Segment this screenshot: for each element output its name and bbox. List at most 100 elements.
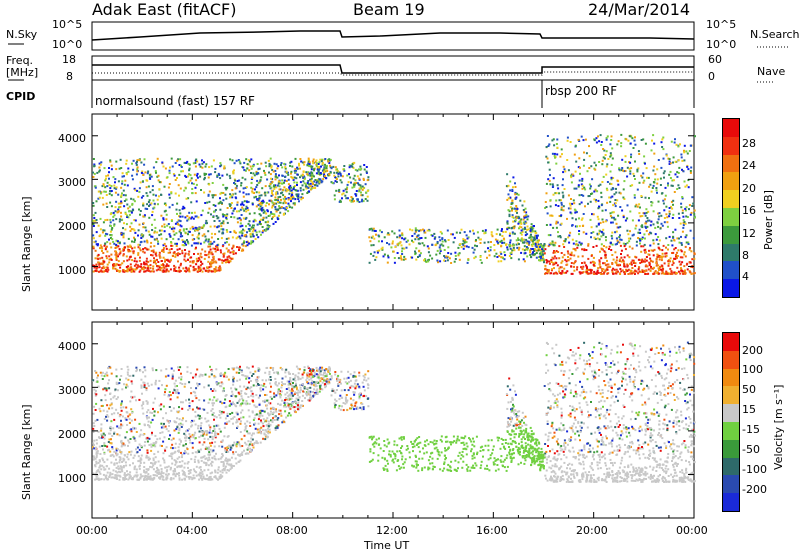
radar-return-cell bbox=[547, 178, 550, 181]
radar-return-cell bbox=[681, 471, 684, 474]
radar-return-cell bbox=[218, 265, 221, 268]
radar-return-cell bbox=[285, 180, 288, 182]
radar-return-cell bbox=[661, 249, 664, 252]
radar-return-cell bbox=[177, 238, 180, 241]
radar-return-cell bbox=[99, 453, 102, 455]
radar-return-cell bbox=[154, 259, 157, 262]
radar-return-cell bbox=[558, 257, 561, 260]
radar-return-cell bbox=[631, 137, 634, 140]
radar-return-cell bbox=[204, 269, 207, 272]
radar-return-cell bbox=[277, 402, 279, 405]
radar-return-cell bbox=[630, 153, 633, 156]
radar-return-cell bbox=[100, 433, 103, 436]
radar-return-cell bbox=[213, 269, 216, 272]
radar-return-cell bbox=[117, 180, 120, 183]
radar-return-cell bbox=[556, 138, 559, 141]
radar-return-cell bbox=[616, 264, 618, 267]
radar-return-cell bbox=[146, 248, 149, 251]
radar-return-cell bbox=[258, 197, 261, 200]
radar-return-cell bbox=[617, 214, 620, 217]
radar-return-cell bbox=[671, 383, 674, 386]
radar-return-cell bbox=[290, 392, 293, 395]
radar-return-cell bbox=[414, 252, 417, 255]
radar-return-cell bbox=[634, 136, 636, 139]
radar-return-cell bbox=[691, 258, 694, 261]
radar-return-cell bbox=[182, 205, 185, 208]
radar-return-cell bbox=[638, 212, 641, 215]
radar-return-cell bbox=[242, 244, 245, 247]
radar-return-cell bbox=[266, 399, 269, 402]
radar-return-cell bbox=[221, 222, 224, 225]
radar-return-cell bbox=[663, 477, 666, 480]
radar-return-cell bbox=[278, 185, 281, 188]
radar-return-cell bbox=[450, 262, 453, 264]
radar-return-cell bbox=[674, 480, 677, 483]
radar-return-cell bbox=[229, 205, 232, 207]
radar-return-cell bbox=[204, 239, 207, 242]
radar-return-cell bbox=[426, 259, 429, 262]
radar-return-cell bbox=[619, 273, 622, 275]
radar-return-cell bbox=[523, 222, 526, 225]
radar-return-cell bbox=[280, 162, 283, 165]
radar-return-cell bbox=[604, 220, 607, 223]
radar-return-cell bbox=[155, 269, 158, 272]
radar-return-cell bbox=[194, 165, 197, 168]
radar-return-cell bbox=[652, 223, 655, 226]
radar-return-cell bbox=[203, 178, 206, 181]
radar-return-cell bbox=[571, 224, 573, 227]
radar-return-cell bbox=[575, 160, 578, 163]
radar-return-cell bbox=[443, 249, 446, 251]
radar-return-cell bbox=[282, 419, 285, 422]
radar-return-cell bbox=[631, 247, 634, 250]
radar-return-cell bbox=[228, 420, 231, 423]
radar-return-cell bbox=[693, 356, 696, 359]
radar-return-cell bbox=[187, 175, 189, 178]
radar-return-cell bbox=[679, 272, 682, 275]
radar-return-cell bbox=[398, 242, 401, 245]
radar-return-cell bbox=[549, 174, 551, 177]
radar-return-cell bbox=[553, 244, 556, 247]
radar-return-cell bbox=[577, 166, 580, 169]
radar-return-cell bbox=[113, 187, 116, 190]
radar-return-cell bbox=[602, 272, 605, 275]
radar-return-cell bbox=[231, 193, 234, 196]
radar-return-cell bbox=[193, 173, 196, 176]
radar-return-cell bbox=[476, 451, 479, 454]
radar-return-cell bbox=[664, 194, 667, 197]
radar-return-cell bbox=[204, 235, 207, 238]
radar-return-cell bbox=[651, 201, 654, 204]
radar-return-cell bbox=[633, 196, 636, 199]
radar-return-cell bbox=[509, 437, 512, 440]
radar-return-cell bbox=[104, 234, 107, 237]
radar-return-cell bbox=[660, 259, 663, 262]
radar-return-cell bbox=[319, 366, 322, 369]
radar-return-cell bbox=[158, 471, 161, 474]
radar-return-cell bbox=[264, 173, 267, 176]
radar-return-cell bbox=[657, 267, 660, 270]
radar-return-cell bbox=[648, 219, 651, 222]
radar-return-cell bbox=[548, 262, 551, 265]
radar-return-cell bbox=[167, 186, 170, 189]
radar-return-cell bbox=[151, 214, 154, 217]
radar-return-cell bbox=[575, 211, 578, 214]
radar-return-cell bbox=[564, 258, 567, 261]
radar-return-cell bbox=[514, 198, 517, 200]
radar-return-cell bbox=[466, 261, 469, 264]
radar-return-cell bbox=[593, 161, 596, 164]
radar-return-cell bbox=[631, 219, 634, 222]
radar-return-cell bbox=[160, 260, 163, 262]
radar-return-cell bbox=[569, 207, 572, 210]
radar-return-cell bbox=[279, 396, 282, 399]
radar-return-cell bbox=[521, 241, 524, 244]
radar-return-cell bbox=[580, 410, 583, 413]
radar-return-cell bbox=[92, 264, 95, 267]
radar-return-cell bbox=[608, 248, 610, 250]
radar-return-cell bbox=[179, 231, 182, 234]
radar-return-cell bbox=[150, 241, 153, 244]
radar-return-cell bbox=[571, 217, 574, 220]
radar-return-cell bbox=[275, 163, 278, 166]
radar-return-cell bbox=[597, 135, 599, 138]
radar-return-cell bbox=[612, 473, 615, 476]
radar-return-cell bbox=[270, 166, 273, 169]
radar-return-cell bbox=[169, 434, 171, 437]
